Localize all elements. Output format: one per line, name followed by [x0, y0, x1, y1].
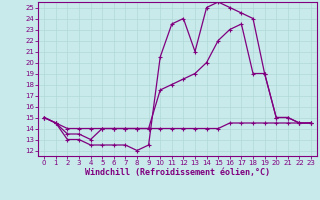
X-axis label: Windchill (Refroidissement éolien,°C): Windchill (Refroidissement éolien,°C)	[85, 168, 270, 177]
